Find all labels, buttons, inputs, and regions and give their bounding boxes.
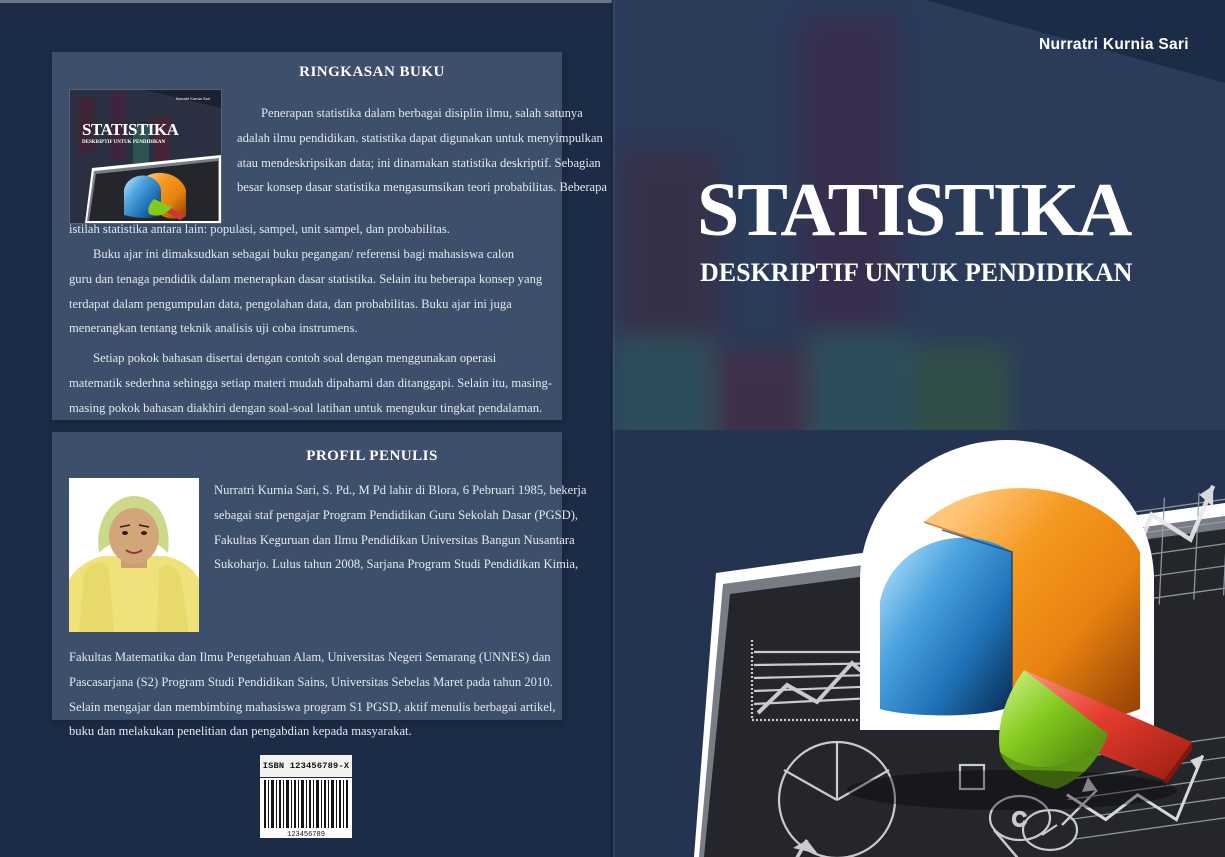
svg-text:Nurratri Kurnia Sari: Nurratri Kurnia Sari bbox=[176, 96, 210, 101]
svg-text:C: C bbox=[1012, 809, 1026, 831]
svg-text:DESKRIPTIF UNTUK PENDIDIKAN: DESKRIPTIF UNTUK PENDIDIKAN bbox=[82, 140, 166, 145]
svg-text:STATISTIKA: STATISTIKA bbox=[82, 120, 180, 139]
svg-text:123456789: 123456789 bbox=[287, 831, 325, 838]
